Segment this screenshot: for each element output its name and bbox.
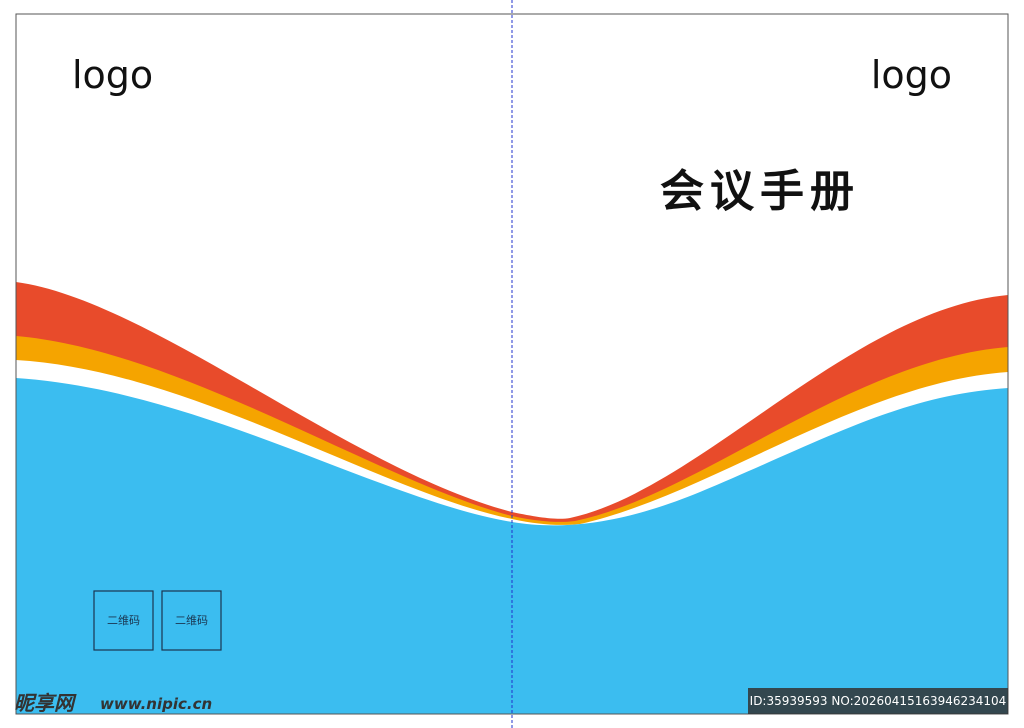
logo: logo [871, 53, 952, 97]
qr-placeholder [161, 590, 222, 651]
logo: logo [72, 53, 153, 97]
watermark-site: 昵享网 [14, 691, 77, 715]
qr-label: 二维码 [107, 614, 140, 627]
qr-label: 二维码 [175, 614, 208, 627]
title: 会议手册 [660, 166, 860, 217]
page-border [15, 13, 1009, 715]
watermark-bar [748, 688, 1008, 714]
watermark-url: www.nipic.cn [100, 695, 212, 713]
qr-placeholder [93, 590, 154, 651]
watermark-id: ID:35939593 NO:20260415163946234104 [750, 694, 1007, 708]
